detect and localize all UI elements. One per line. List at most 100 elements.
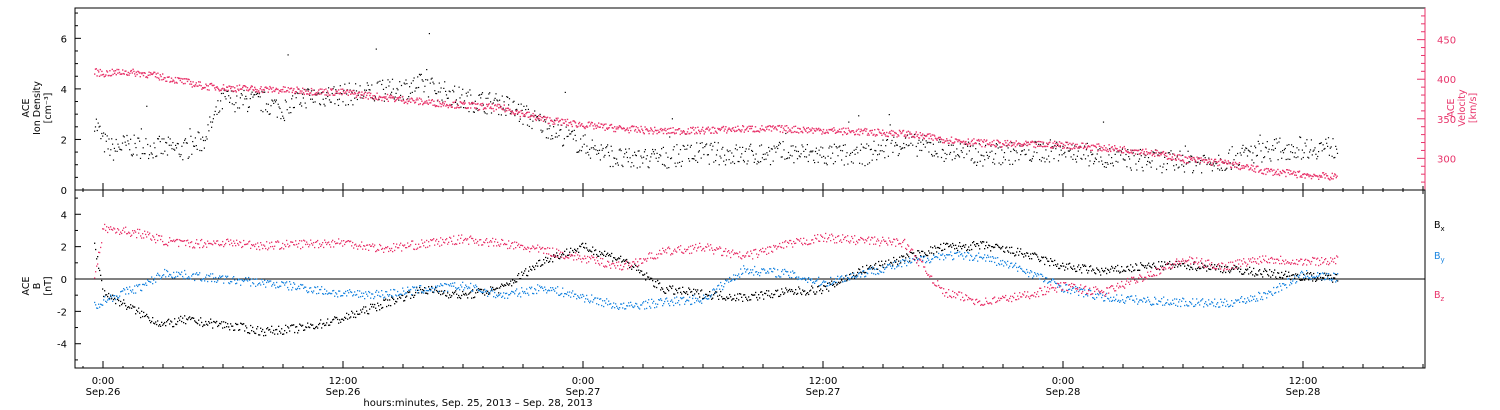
velocity-point — [1314, 175, 1317, 177]
velocity-point — [442, 105, 445, 107]
bx-point — [481, 288, 483, 291]
bx-point — [1088, 270, 1090, 272]
velocity-point — [146, 76, 148, 78]
velocity-point — [967, 138, 969, 140]
ion-density-point — [800, 153, 802, 155]
bx-point — [988, 244, 990, 246]
velocity-point — [674, 129, 677, 131]
ion-density-point — [675, 165, 677, 168]
bx-point — [465, 292, 467, 295]
ion-density-point — [214, 110, 216, 112]
bx-point — [286, 332, 288, 334]
bx-point — [562, 252, 564, 255]
velocity-point — [315, 92, 317, 94]
bx-point — [975, 245, 977, 247]
by-point — [767, 270, 769, 272]
velocity-point — [652, 133, 654, 135]
velocity-point — [346, 89, 348, 91]
bx-point — [310, 323, 312, 325]
by-point — [362, 295, 364, 297]
ion-density-point — [659, 154, 661, 156]
by-point — [701, 302, 703, 304]
velocity-point — [123, 73, 125, 75]
velocity-point — [474, 107, 476, 109]
bx-point — [808, 293, 810, 296]
velocity-point — [186, 78, 188, 80]
ion-density-point — [1298, 149, 1300, 151]
velocity-point — [211, 84, 213, 87]
ion-density-point — [373, 100, 376, 102]
ion-density-point — [1065, 156, 1067, 158]
velocity-point — [115, 74, 117, 76]
ion-density-point — [288, 112, 290, 114]
bx-point — [617, 258, 619, 260]
velocity-point — [302, 87, 304, 89]
ion-density-point — [615, 163, 617, 165]
bx-point — [792, 290, 794, 293]
by-point — [363, 292, 365, 294]
bx-point — [1179, 263, 1181, 265]
velocity-point — [726, 130, 729, 132]
velocity-point — [1257, 165, 1259, 168]
velocity-point — [419, 103, 421, 105]
bx-point — [422, 289, 424, 291]
ion-density-point — [840, 149, 842, 152]
ion-density-point — [280, 118, 282, 120]
ion-density-point — [1104, 162, 1106, 164]
velocity-tick-label: 450 — [1437, 36, 1456, 47]
ion-density-point — [809, 151, 811, 153]
bx-point — [1107, 268, 1109, 271]
bx-point — [306, 326, 308, 329]
by-point — [124, 289, 126, 291]
bx-point — [737, 293, 739, 295]
velocity-point — [1062, 143, 1065, 146]
velocity-point — [1214, 158, 1217, 161]
bx-point — [775, 289, 777, 292]
velocity-point — [697, 126, 699, 128]
bx-point — [402, 294, 404, 297]
by-point — [765, 272, 767, 274]
bx-point — [738, 299, 740, 301]
by-point — [305, 286, 307, 288]
bx-point — [479, 289, 481, 291]
bx-point — [458, 294, 460, 297]
ion-density-point — [427, 79, 429, 81]
velocity-point — [712, 126, 714, 128]
ion-density-point — [566, 135, 568, 138]
bx-point — [534, 268, 536, 271]
ion-density-point — [1102, 163, 1104, 165]
velocity-point — [1057, 143, 1059, 145]
by-point — [398, 294, 400, 296]
ion-density-point — [126, 134, 128, 137]
velocity-point — [1218, 164, 1221, 166]
ion-density-point — [485, 97, 487, 99]
ion-density-point — [441, 99, 443, 101]
bx-point — [1025, 255, 1027, 257]
velocity-point — [566, 124, 568, 126]
bx-point — [548, 261, 550, 263]
velocity-point — [1107, 150, 1109, 153]
ion-density-point — [162, 153, 164, 155]
velocity-point — [258, 91, 261, 94]
bx-point — [511, 285, 513, 287]
velocity-point — [564, 119, 566, 121]
bx-point — [472, 289, 474, 291]
bx-point — [798, 286, 800, 288]
ion-density-point — [211, 121, 214, 123]
by-point — [538, 290, 540, 292]
ion-density-point — [1290, 151, 1292, 153]
bx-point — [681, 293, 683, 295]
bx-point — [1041, 256, 1043, 258]
ion-density-point — [1076, 155, 1078, 157]
bx-point — [1318, 278, 1320, 280]
velocity-point — [735, 130, 737, 132]
velocity-point — [226, 86, 229, 88]
bx-point — [935, 247, 937, 249]
bx-point — [869, 266, 871, 268]
by-point — [693, 294, 695, 297]
bx-point — [890, 261, 892, 264]
ion-density-point — [1087, 155, 1089, 157]
velocity-point — [306, 93, 309, 95]
by-point — [623, 302, 625, 304]
velocity-point — [578, 121, 581, 124]
